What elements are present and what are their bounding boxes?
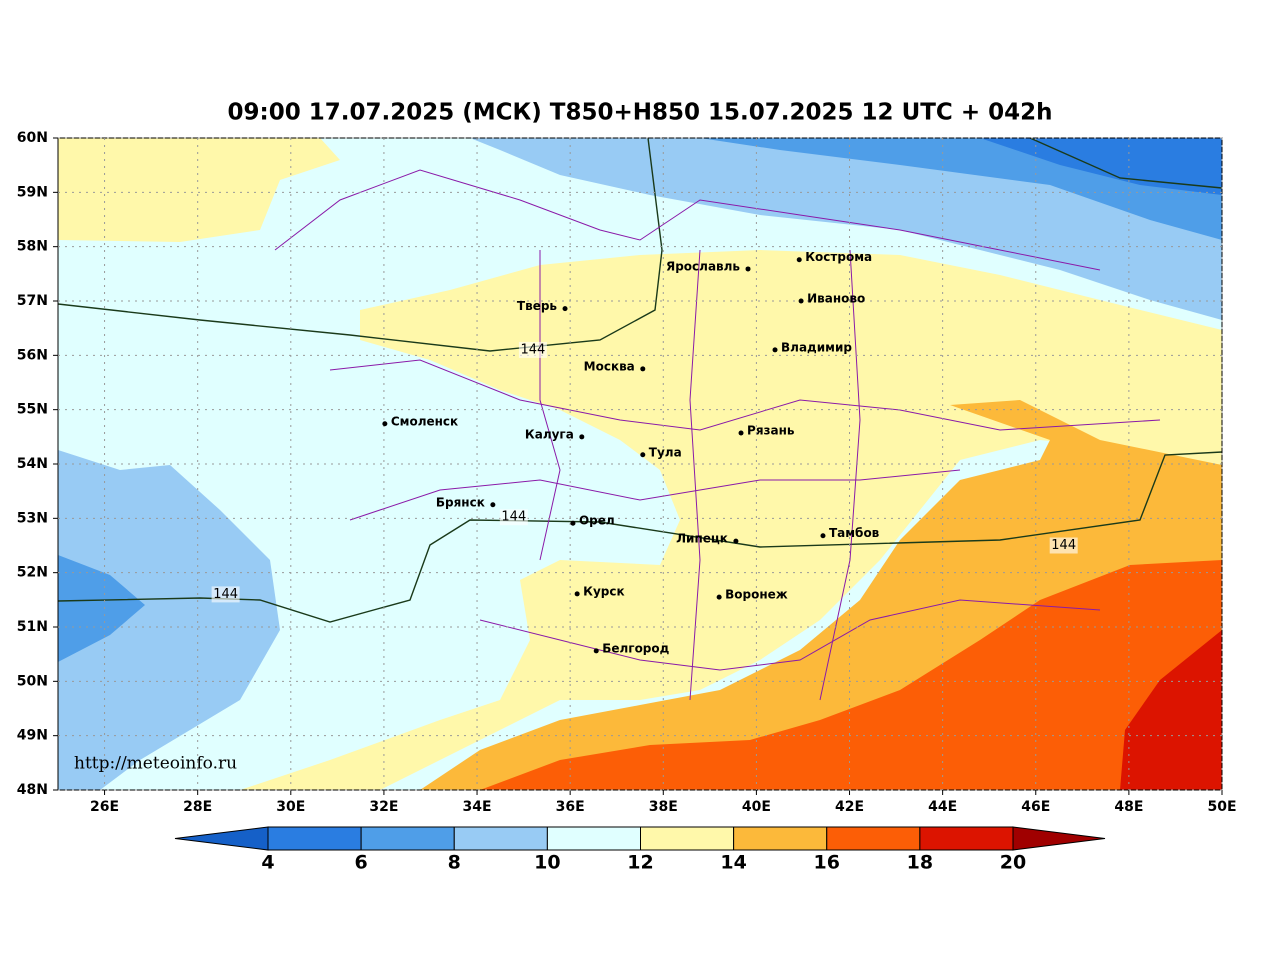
city-label: Калуга [525, 427, 574, 441]
colorbar-tick-label: 10 [534, 852, 560, 874]
city-label: Тверь [517, 299, 558, 313]
city-dot [798, 298, 804, 304]
city-dot [640, 366, 646, 372]
lon-tick-label: 48E [1114, 799, 1143, 815]
lon-tick-label: 50E [1207, 799, 1236, 815]
city-dot [772, 347, 778, 353]
lat-tick-label: 55N [17, 402, 48, 418]
colorbar-tick-label: 20 [1000, 852, 1026, 874]
colorbar-box [640, 826, 735, 851]
city-label: Липецк [676, 532, 728, 546]
colorbar-over [1012, 826, 1106, 851]
city-label: Иваново [807, 292, 865, 306]
field-8-10 [470, 138, 1222, 320]
city-label: Тамбов [829, 526, 880, 540]
lon-tick-label: 38E [649, 799, 678, 815]
source-url: http://meteoinfo.ru [74, 754, 237, 774]
colorbar-tick-label: 6 [355, 852, 368, 874]
field-12-14 [240, 250, 1222, 790]
lat-tick-label: 56N [17, 347, 48, 363]
field-18-20 [1120, 630, 1222, 790]
lat-tick-label: 48N [17, 782, 48, 798]
city-label: Смоленск [391, 414, 458, 428]
city-dot [640, 452, 646, 458]
lon-tick-label: 34E [463, 799, 492, 815]
city-dot [745, 266, 751, 272]
city-dot [570, 520, 576, 526]
colorbar-box [360, 826, 455, 851]
field-6-8 [58, 555, 145, 662]
city-dot [490, 502, 496, 508]
field-12-14 [58, 138, 340, 242]
city-dot [796, 257, 802, 263]
city-label: Орел [579, 514, 615, 528]
city-dot [738, 430, 744, 436]
colorbar-box [826, 826, 921, 851]
city-label: Ярославль [666, 259, 740, 273]
lat-tick-label: 52N [17, 565, 48, 581]
colorbar-under [174, 826, 269, 851]
lon-tick-label: 30E [276, 799, 305, 815]
lon-tick-label: 28E [183, 799, 212, 815]
lon-tick-label: 40E [742, 799, 771, 815]
colorbar-tick-label: 18 [907, 852, 933, 874]
colorbar-tick-label: 4 [261, 852, 274, 874]
lat-tick-label: 54N [17, 456, 48, 472]
city-dot [382, 421, 388, 427]
colorbar-box [267, 826, 362, 851]
city-dot [562, 306, 568, 312]
lat-tick-label: 60N [17, 130, 48, 146]
city-dot [593, 648, 599, 654]
lat-tick-label: 53N [17, 510, 48, 526]
field-8-10 [58, 450, 280, 790]
city-label: Брянск [436, 495, 485, 509]
contour-label: 144 [213, 587, 238, 602]
city-label: Владимир [781, 340, 852, 354]
lat-tick-label: 59N [17, 184, 48, 200]
lat-tick-label: 50N [17, 673, 48, 689]
lon-tick-label: 42E [835, 799, 864, 815]
lat-tick-label: 58N [17, 239, 48, 255]
city-label: Кострома [805, 250, 872, 264]
city-dot [716, 594, 722, 600]
lat-tick-label: 49N [17, 728, 48, 744]
lat-tick-label: 51N [17, 619, 48, 635]
lat-tick-label: 57N [17, 293, 48, 309]
colorbar-tick-label: 12 [627, 852, 653, 874]
colorbar-tick-label: 16 [814, 852, 840, 874]
contour-label: 144 [1051, 538, 1076, 553]
field-4-6 [980, 138, 1222, 195]
contour-label: 144 [520, 342, 545, 357]
lon-tick-label: 26E [90, 799, 119, 815]
city-label: Воронеж [725, 588, 788, 602]
city-label: Курск [583, 584, 624, 598]
city-dot [574, 591, 580, 597]
city-dot [820, 533, 826, 539]
city-dot [579, 434, 585, 440]
map-title: 09:00 17.07.2025 (МСК) T850+H850 15.07.2… [227, 100, 1052, 126]
lon-tick-label: 44E [928, 799, 957, 815]
colorbar-box [546, 826, 641, 851]
city-dot [733, 538, 739, 544]
colorbar-tick-label: 14 [720, 852, 746, 874]
region-borders [274, 169, 1161, 701]
colorbar-box [919, 826, 1014, 851]
city-label: Тула [649, 445, 682, 459]
contour-label: 144 [501, 510, 526, 525]
city-label: Рязань [747, 424, 795, 438]
colorbar-tick-label: 8 [448, 852, 461, 874]
lon-tick-label: 36E [556, 799, 585, 815]
colorbar-box [733, 826, 828, 851]
colorbar-box [453, 826, 548, 851]
contour-label-bg [1049, 537, 1078, 554]
contour-label-bg [518, 341, 547, 358]
field-16-18 [480, 560, 1222, 790]
city-label: Белгород [602, 641, 669, 655]
lon-tick-label: 32E [369, 799, 398, 815]
contour-label-bg [211, 586, 240, 603]
lon-tick-label: 46E [1021, 799, 1050, 815]
contour-label-bg [499, 509, 528, 526]
city-label: Москва [584, 359, 635, 373]
